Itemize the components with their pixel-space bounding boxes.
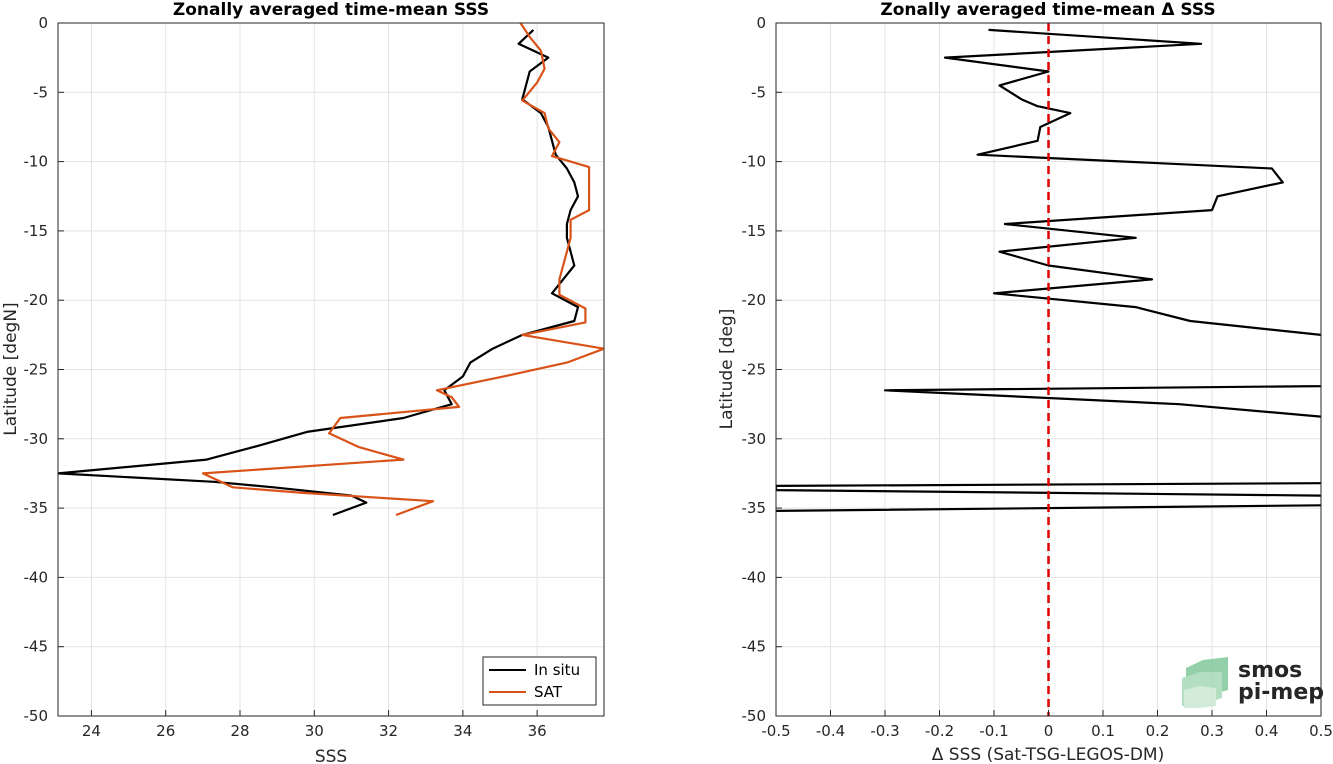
sss-ticks: 24 26 28 30 32 34 36 0 -5 -10 -15 -20 -25 -30 -35 -40 -4… [24, 14, 547, 740]
sss-y-tick-label: -30 [24, 430, 49, 448]
delta-y-tick-label: -25 [742, 361, 767, 379]
sss-chart-title: Zonally averaged time-mean SSS [173, 0, 489, 20]
sss-y-tick-label: -10 [24, 153, 49, 171]
sss-series-group [58, 23, 604, 517]
sss-y-tick-label: -45 [24, 638, 49, 656]
sss-y-tick-label: -15 [24, 222, 49, 240]
sss-legend: In situ SAT [482, 656, 597, 706]
delta-x-tick-label: 0.5 [1309, 722, 1333, 740]
sss-y-tick-label: -40 [24, 568, 49, 586]
sss-y-tick-label: -25 [24, 361, 49, 379]
delta-x-tick-label: 0.4 [1255, 722, 1279, 740]
logo-text-smos: smos [1238, 658, 1302, 683]
delta-y-axis-label: Latitude [deg] [717, 309, 737, 430]
sss-panel: 24 26 28 30 32 34 36 0 -5 -10 -15 -20 -25 -30 -35 -40 -4… [1, 0, 605, 764]
logo-text-pimep: pi-mep [1238, 680, 1324, 705]
smos-pimep-logo: smos pi-mep [1182, 657, 1324, 708]
sss-y-tick-label: -20 [24, 291, 49, 309]
delta-x-tick-label: -0.1 [979, 722, 1008, 740]
delta-x-tick-label: 0 [1044, 722, 1054, 740]
delta-y-tick-label: -40 [742, 568, 767, 586]
delta-y-tick-label: -15 [742, 222, 767, 240]
sss-y-tick-label: -5 [33, 83, 48, 101]
delta-y-tick-label: -20 [742, 291, 767, 309]
delta-sss-panel: -0.5 -0.4 -0.3 -0.2 -0.1 0 0.1 0.2 0.3 0.4 0.5 0 -5 -… [717, 0, 1333, 764]
delta-y-tick-label: -50 [742, 707, 767, 725]
delta-x-axis-label: Δ SSS (Sat-TSG-LEGOS-DM) [932, 745, 1164, 764]
delta-series-line-delta [776, 28, 1321, 512]
sss-x-tick-label: 24 [82, 722, 101, 740]
delta-chart-title: Zonally averaged time-mean Δ SSS [880, 0, 1215, 20]
delta-x-tick-label: 0.2 [1146, 722, 1170, 740]
logo-wave-graphic [1182, 657, 1228, 708]
sss-x-tick-label: 30 [305, 722, 324, 740]
delta-series-group [776, 23, 1321, 716]
sss-x-tick-label: 32 [379, 722, 398, 740]
delta-y-tick-label: -5 [751, 83, 766, 101]
delta-x-tick-label: 0.3 [1200, 722, 1224, 740]
delta-y-tick-label: -45 [742, 638, 767, 656]
legend-box [482, 656, 597, 706]
legend-label-in-situ: In situ [534, 661, 580, 679]
delta-x-tick-label: 0.1 [1091, 722, 1115, 740]
sss-x-tick-label: 34 [453, 722, 472, 740]
delta-x-tick-label: -0.4 [816, 722, 845, 740]
sss-x-tick-label: 36 [528, 722, 547, 740]
sss-x-axis-label: SSS [315, 747, 347, 764]
delta-x-tick-label: -0.2 [925, 722, 954, 740]
delta-ticks: -0.5 -0.4 -0.3 -0.2 -0.1 0 0.1 0.2 0.3 0.4 0.5 0 -5 -… [742, 14, 1333, 740]
legend-label-sat: SAT [534, 683, 563, 701]
sss-y-tick-label: 0 [38, 14, 48, 32]
delta-y-tick-label: 0 [756, 14, 766, 32]
delta-x-tick-label: -0.5 [761, 722, 790, 740]
delta-y-tick-label: -10 [742, 153, 767, 171]
delta-x-tick-label: -0.3 [870, 722, 899, 740]
sss-x-tick-label: 28 [230, 722, 249, 740]
sss-y-tick-label: -50 [24, 707, 49, 725]
delta-y-tick-label: -30 [742, 430, 767, 448]
sss-series-line-in-situ [58, 29, 580, 517]
delta-y-tick-label: -35 [742, 499, 767, 517]
sss-y-axis-label: Latitude [degN] [1, 302, 21, 435]
sss-y-tick-label: -35 [24, 499, 49, 517]
sss-series-line-sat [201, 23, 604, 517]
sss-x-tick-label: 26 [156, 722, 175, 740]
